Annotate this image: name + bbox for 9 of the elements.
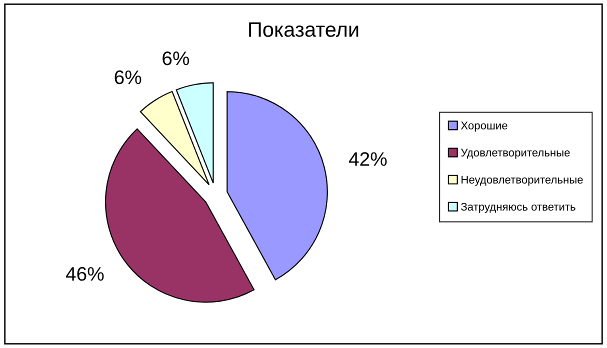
data-label: 6%	[114, 70, 142, 84]
chart-title: Показатели	[249, 22, 358, 37]
data-label: 42%	[348, 152, 387, 166]
legend-label: Хорошие	[460, 122, 508, 132]
legend-label: Удовлетворительные	[460, 148, 570, 159]
data-label: 46%	[66, 267, 104, 281]
legend-label: Неудовлетворительные	[462, 176, 583, 186]
legend-label: Затрудняюсь ответить	[461, 202, 576, 213]
data-label: 6%	[162, 51, 190, 66]
